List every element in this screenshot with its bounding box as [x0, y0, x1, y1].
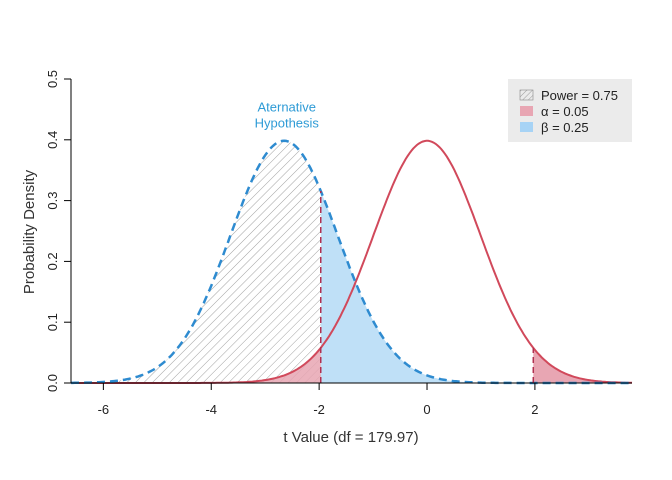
x-tick-label: -6 — [98, 402, 110, 417]
power-region — [71, 140, 321, 383]
annotation-line-2: Hypothesis — [255, 116, 320, 131]
axes: -6 -4 -2 0 2 0.0 0.1 0.2 0.3 0.4 0.5 — [45, 70, 632, 417]
y-tick-label: 0.4 — [45, 131, 60, 149]
y-tick-label: 0.0 — [45, 374, 60, 392]
annotation-line-1: Aternative — [257, 100, 316, 115]
x-ticks: -6 -4 -2 0 2 — [98, 383, 539, 417]
x-tick-label: 0 — [423, 402, 430, 417]
alternative-distribution-curve — [71, 139, 632, 385]
legend-swatch-beta — [520, 122, 533, 132]
critical-value-lines — [320, 190, 535, 383]
x-tick-label: -2 — [313, 402, 325, 417]
beta-region — [320, 191, 632, 383]
y-tick-label: 0.1 — [45, 313, 60, 331]
legend: Power = 0.75 α = 0.05 β = 0.25 — [508, 79, 632, 142]
y-tick-label: 0.5 — [45, 70, 60, 88]
legend-label-power: Power = 0.75 — [541, 88, 618, 103]
legend-swatch-power — [519, 89, 534, 101]
y-ticks: 0.0 0.1 0.2 0.3 0.4 0.5 — [45, 70, 71, 392]
legend-label-alpha: α = 0.05 — [541, 104, 589, 119]
y-axis-label: Probability Density — [21, 169, 38, 294]
y-tick-label: 0.3 — [45, 192, 60, 210]
x-tick-label: 2 — [531, 402, 538, 417]
alpha-region-right — [533, 347, 632, 383]
x-axis-label: t Value (df = 179.97) — [283, 429, 418, 446]
legend-label-beta: β = 0.25 — [541, 120, 589, 135]
legend-swatch-alpha — [520, 106, 533, 116]
x-tick-label: -4 — [205, 402, 217, 417]
alpha-region-left — [71, 347, 321, 383]
shaded-regions — [71, 140, 632, 383]
y-tick-label: 0.2 — [45, 252, 60, 270]
